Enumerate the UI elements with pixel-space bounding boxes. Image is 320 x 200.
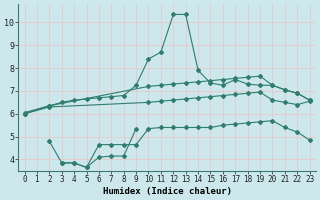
X-axis label: Humidex (Indice chaleur): Humidex (Indice chaleur): [103, 187, 232, 196]
